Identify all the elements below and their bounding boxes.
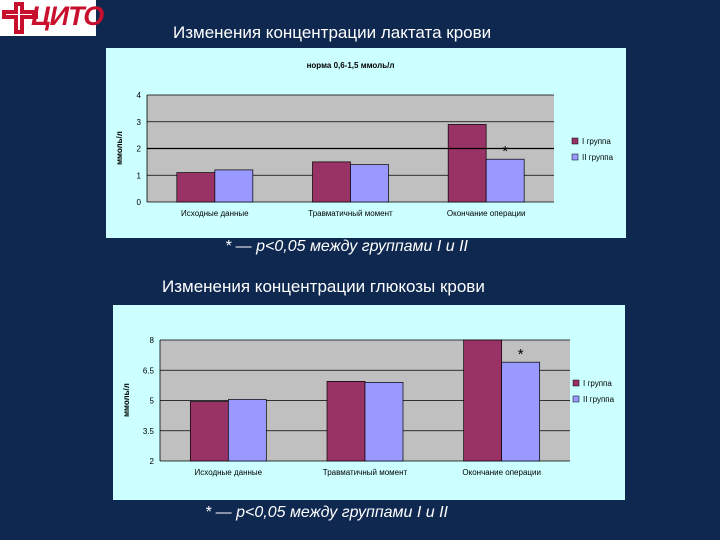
y-axis-label: ммоль/л [122,383,131,417]
bar-group2 [214,169,254,203]
y-tick-label: 1 [137,171,142,180]
y-tick-label: 2 [137,145,142,154]
chart2-significance-note: * — p<0,05 между группами I и II [205,504,448,521]
bar-group2 [227,399,267,462]
y-tick-label: 0 [137,198,142,207]
x-tick-label: Исходные данные [181,209,249,218]
bar-group2 [350,164,389,203]
legend-swatch [572,379,580,387]
x-tick-label: Исходные данные [195,468,263,477]
legend-label: II группа [583,395,615,404]
x-tick-label: Травматичный момент [308,209,393,218]
logo-text: ЦИТО [31,1,104,31]
significance-marker: * [518,346,524,363]
x-tick-label: Травматичный момент [323,468,408,477]
legend-label: I группа [583,379,612,388]
y-axis-label: ммоль/л [115,131,124,165]
y-tick-label: 6.5 [143,366,155,375]
y-tick-label: 5 [150,397,155,406]
cross-icon [2,2,38,34]
bar-group1 [189,401,229,462]
legend-swatch [571,137,579,145]
x-tick-label: Окончание операции [462,468,541,477]
logo: ЦИТО [0,0,104,36]
y-tick-label: 3 [137,118,142,127]
glucose-chart: 2 3.5 5 6.5 8 ммоль/л Исходные данные Травматич… [113,305,625,500]
bar-group1 [176,172,216,203]
legend-swatch [571,153,579,161]
bar-group1 [312,161,351,203]
bar-group1 [447,124,487,203]
bar-group2 [364,381,404,462]
chart2-title: Изменения концентрации глюкозы крови [162,277,485,296]
bar-group1 [463,339,503,462]
legend-swatch [572,395,580,403]
y-tick-label: 2 [150,457,155,466]
significance-marker: * [502,143,508,160]
lactate-chart: 0 1 2 3 4 ммоль/л норма 0,6-1,5 ммоль/л Исходны… [106,48,626,238]
bar-group1 [326,380,366,462]
legend-label: II группа [582,153,614,162]
y-tick-label: 3.5 [143,427,155,436]
x-tick-label: Окончание операции [447,209,526,218]
chart-inner-title: норма 0,6-1,5 ммоль/л [307,61,395,70]
chart1-significance-note: * — p<0,05 между группами I и II [225,238,468,255]
legend-label: I группа [582,137,611,146]
y-tick-label: 4 [137,91,142,100]
bar-group2 [501,361,541,462]
bar-group2 [485,158,525,203]
chart1-title: Изменения концентрации лактата крови [173,23,492,42]
y-tick-label: 8 [150,336,155,345]
